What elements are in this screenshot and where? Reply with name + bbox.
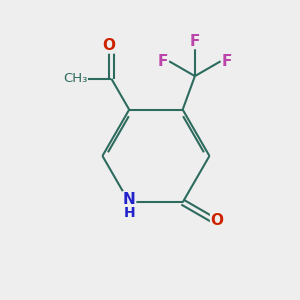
- Text: F: F: [222, 54, 232, 69]
- Text: F: F: [158, 54, 168, 69]
- Text: CH₃: CH₃: [63, 72, 87, 85]
- Text: F: F: [222, 54, 232, 69]
- Text: N: N: [123, 192, 136, 207]
- Text: F: F: [190, 34, 200, 49]
- Text: O: O: [102, 38, 115, 53]
- Text: N: N: [123, 192, 136, 207]
- Text: H: H: [123, 206, 135, 220]
- Text: O: O: [102, 38, 115, 53]
- Text: F: F: [158, 54, 168, 69]
- Text: CH₃: CH₃: [63, 72, 87, 85]
- Text: O: O: [211, 213, 224, 228]
- Text: O: O: [211, 213, 224, 228]
- Text: H: H: [123, 206, 135, 220]
- Text: F: F: [190, 34, 200, 49]
